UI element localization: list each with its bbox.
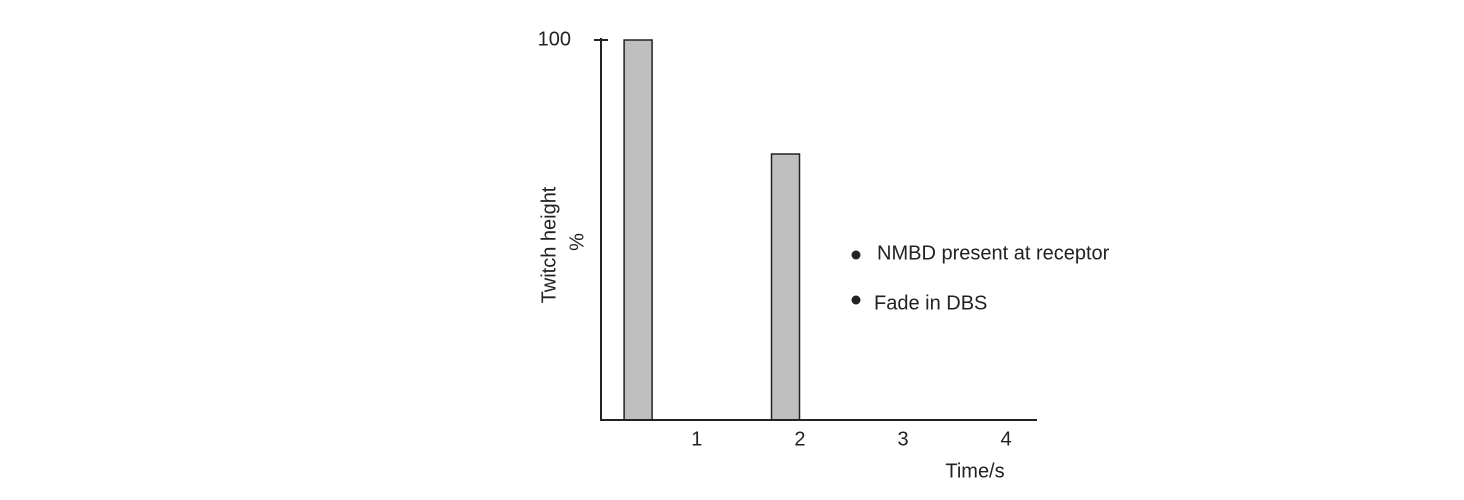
y-tick-label: 100 xyxy=(538,28,571,50)
bullet xyxy=(851,250,861,260)
bullet xyxy=(851,295,861,305)
bar xyxy=(770,153,801,421)
bar xyxy=(623,39,653,421)
annotation: NMBD present at receptor xyxy=(877,242,1110,264)
x-tick-label: 3 xyxy=(897,428,908,450)
annotation: Fade in DBS xyxy=(874,292,987,314)
y-axis-label: % xyxy=(566,233,588,251)
y-axis-label: Twitch height xyxy=(538,186,560,303)
x-tick-label: 4 xyxy=(1001,428,1012,450)
x-tick-label: 1 xyxy=(691,428,702,450)
x-axis-label: Time/s xyxy=(945,460,1004,482)
x-tick-label: 2 xyxy=(794,428,805,450)
